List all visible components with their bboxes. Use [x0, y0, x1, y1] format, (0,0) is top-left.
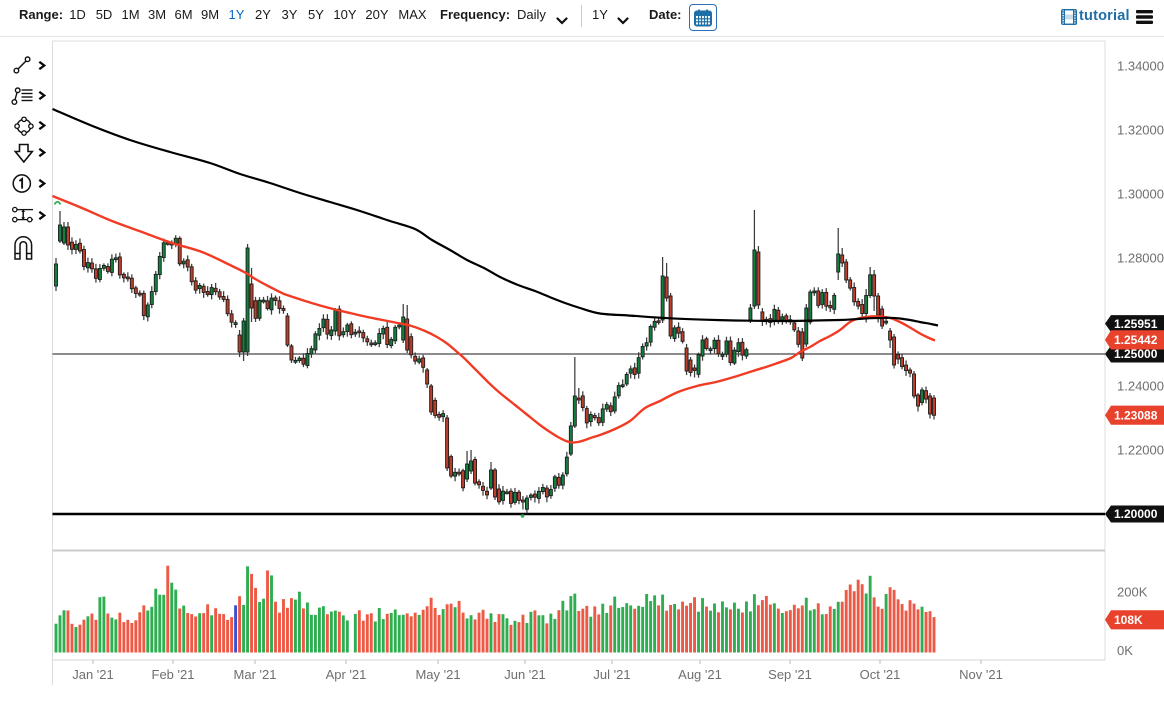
svg-text:1.23088: 1.23088: [1114, 408, 1158, 422]
svg-text:Apr '21: Apr '21: [326, 667, 367, 682]
svg-text:1.20000: 1.20000: [1114, 507, 1158, 521]
svg-text:1.30000: 1.30000: [1117, 187, 1164, 202]
svg-text:Oct '21: Oct '21: [860, 667, 901, 682]
svg-text:1.25951: 1.25951: [1114, 317, 1158, 331]
svg-text:1.24000: 1.24000: [1117, 379, 1164, 394]
svg-text:Mar '21: Mar '21: [234, 667, 277, 682]
svg-text:1.22000: 1.22000: [1117, 443, 1164, 458]
svg-text:1.34000: 1.34000: [1117, 59, 1164, 74]
svg-text:108K: 108K: [1114, 613, 1143, 627]
svg-text:200K: 200K: [1117, 585, 1148, 600]
svg-text:1.32000: 1.32000: [1117, 123, 1164, 138]
svg-text:Jul '21: Jul '21: [593, 667, 630, 682]
svg-text:Aug '21: Aug '21: [678, 667, 722, 682]
svg-text:0K: 0K: [1117, 643, 1133, 658]
svg-text:Nov '21: Nov '21: [959, 667, 1003, 682]
svg-text:Jun '21: Jun '21: [504, 667, 546, 682]
svg-text:1.28000: 1.28000: [1117, 251, 1164, 266]
svg-text:May '21: May '21: [415, 667, 460, 682]
svg-text:Jan '21: Jan '21: [72, 667, 114, 682]
svg-text:Sep '21: Sep '21: [768, 667, 812, 682]
svg-text:1.25000: 1.25000: [1114, 347, 1158, 361]
svg-text:Feb '21: Feb '21: [152, 667, 195, 682]
svg-text:1.25442: 1.25442: [1114, 333, 1158, 347]
